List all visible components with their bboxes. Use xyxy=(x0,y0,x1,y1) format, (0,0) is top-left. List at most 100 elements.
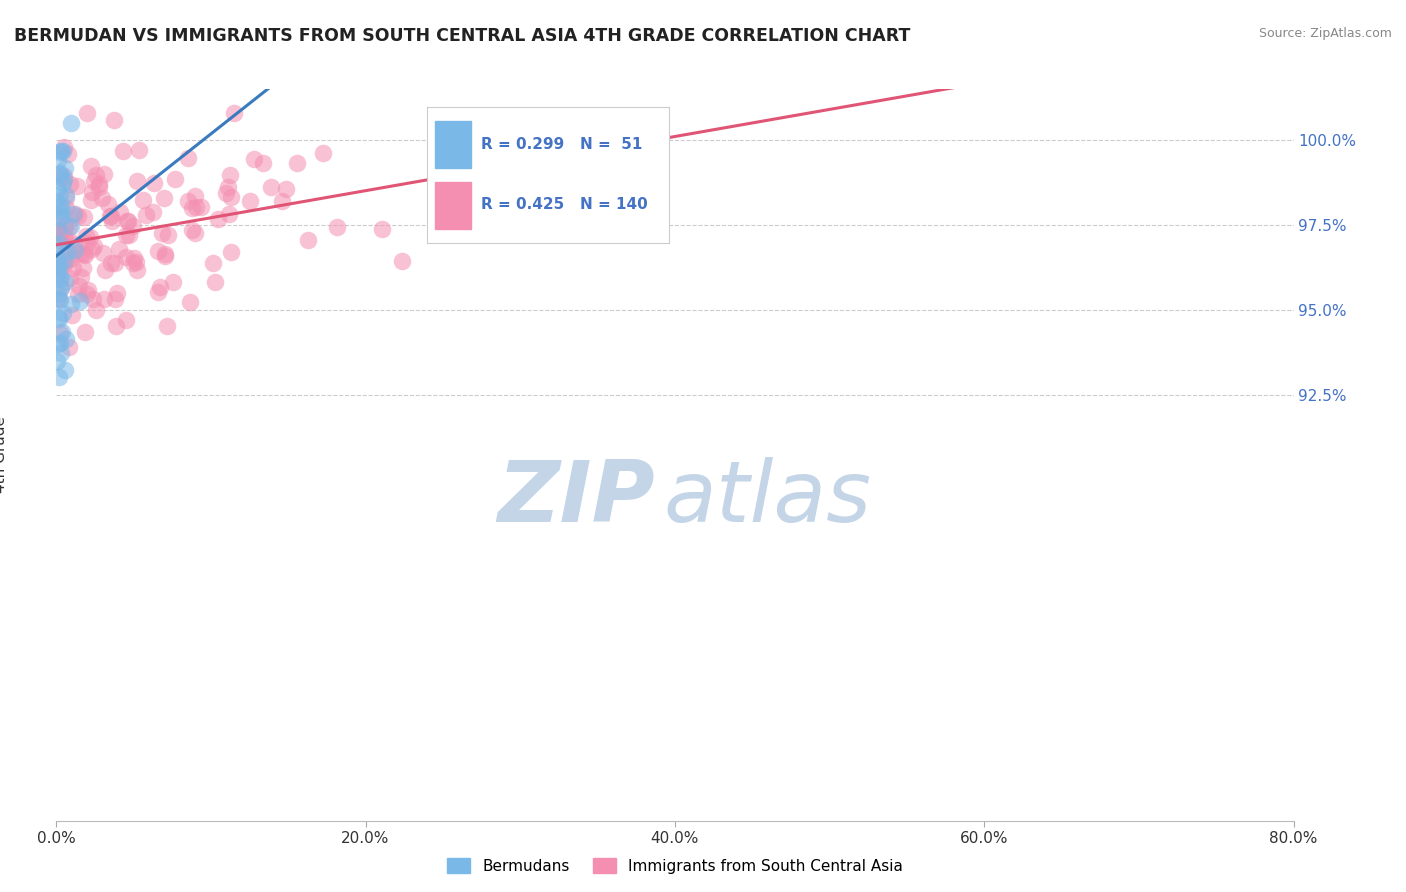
Point xyxy=(80,186,103,200)
Point xyxy=(49,225,72,239)
Point xyxy=(53,219,76,233)
Point xyxy=(128,143,150,157)
Point xyxy=(118,227,141,242)
Point xyxy=(76,106,98,120)
Point xyxy=(73,247,96,261)
Point xyxy=(83,239,105,253)
Point xyxy=(184,200,207,214)
Point xyxy=(274,182,297,196)
Point xyxy=(49,203,72,218)
Point xyxy=(48,167,70,181)
Point xyxy=(49,198,72,212)
Point xyxy=(63,207,86,221)
Point xyxy=(93,292,115,306)
Point xyxy=(91,246,114,260)
Point xyxy=(219,245,242,260)
Point xyxy=(108,243,131,257)
Point xyxy=(52,144,75,158)
Point xyxy=(48,259,70,273)
Point xyxy=(115,228,138,243)
Point xyxy=(312,145,335,160)
Point xyxy=(63,243,86,257)
Point xyxy=(90,191,112,205)
Point xyxy=(59,252,82,266)
Point xyxy=(46,239,69,253)
Y-axis label: 4th Grade: 4th Grade xyxy=(0,417,8,493)
Point xyxy=(204,276,226,290)
Point xyxy=(45,291,67,305)
Point xyxy=(48,223,70,237)
Point xyxy=(105,318,128,333)
Point xyxy=(115,313,138,327)
Point xyxy=(222,106,245,120)
Point xyxy=(59,297,82,311)
Point xyxy=(53,169,76,183)
Point xyxy=(153,191,176,205)
Point xyxy=(48,310,70,325)
Point xyxy=(56,252,79,267)
Point xyxy=(156,227,179,242)
Point xyxy=(122,256,145,270)
Point xyxy=(62,207,84,221)
Point xyxy=(52,229,75,244)
Point xyxy=(83,174,105,188)
Point xyxy=(46,223,69,237)
Point xyxy=(391,253,413,268)
Point xyxy=(87,177,110,191)
Point xyxy=(141,205,163,219)
Point xyxy=(162,275,184,289)
Point xyxy=(49,336,72,351)
Point xyxy=(73,210,96,224)
Point xyxy=(207,212,229,227)
Point xyxy=(63,238,86,252)
Point xyxy=(51,169,73,184)
Point xyxy=(177,194,200,209)
Point xyxy=(53,362,76,376)
Point xyxy=(48,200,70,214)
Point xyxy=(148,280,170,294)
Point xyxy=(49,165,72,179)
Point xyxy=(48,312,70,326)
Point xyxy=(46,182,69,196)
Point xyxy=(49,145,72,159)
Point xyxy=(135,208,157,222)
Point xyxy=(45,252,67,267)
Point xyxy=(82,292,104,306)
Point xyxy=(48,292,70,306)
Point xyxy=(45,266,67,280)
Point xyxy=(94,263,117,277)
Point xyxy=(46,337,69,351)
Point xyxy=(176,151,198,165)
Point xyxy=(53,171,76,186)
Point xyxy=(59,271,82,285)
Point xyxy=(131,193,153,207)
Point xyxy=(69,293,91,308)
Point xyxy=(117,213,139,227)
Point xyxy=(146,244,169,259)
Point xyxy=(55,191,77,205)
Point xyxy=(51,325,73,339)
Point xyxy=(108,205,131,219)
Point xyxy=(53,233,76,247)
Point xyxy=(53,275,76,289)
Text: ZIP: ZIP xyxy=(498,458,655,541)
Text: BERMUDAN VS IMMIGRANTS FROM SOUTH CENTRAL ASIA 4TH GRADE CORRELATION CHART: BERMUDAN VS IMMIGRANTS FROM SOUTH CENTRA… xyxy=(14,27,911,45)
Point xyxy=(72,246,94,260)
Point xyxy=(70,270,93,285)
Point xyxy=(49,144,72,158)
Text: atlas: atlas xyxy=(664,458,872,541)
Point xyxy=(179,294,201,309)
Point xyxy=(103,113,125,128)
Point xyxy=(202,255,225,269)
Point xyxy=(219,169,242,183)
Point xyxy=(76,287,98,301)
Point xyxy=(66,245,89,260)
Point xyxy=(243,152,266,166)
Point xyxy=(49,272,72,286)
Point xyxy=(52,306,75,320)
Point xyxy=(49,268,72,283)
Point xyxy=(124,252,146,266)
Point xyxy=(49,281,72,295)
Point xyxy=(53,220,76,235)
Point xyxy=(48,370,70,384)
